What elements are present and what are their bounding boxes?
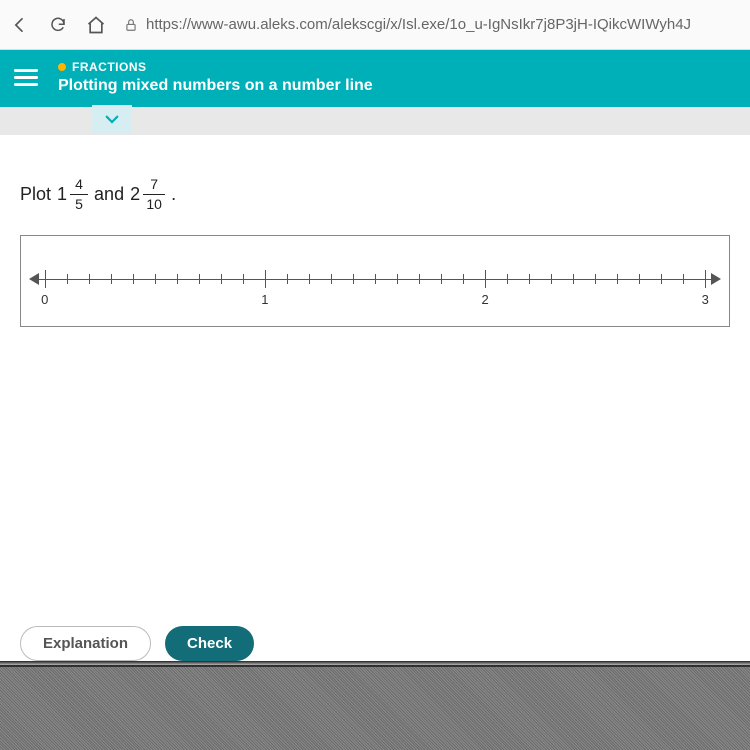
prompt-lead: Plot xyxy=(20,184,51,205)
numberline-tick[interactable] xyxy=(287,274,288,284)
numberline-tick[interactable] xyxy=(639,274,640,284)
numberline-tick[interactable] xyxy=(353,274,354,284)
numberline-tick[interactable] xyxy=(221,274,222,284)
problem-prompt: Plot 1 45 and 2 710 . xyxy=(20,177,730,213)
menu-icon[interactable] xyxy=(14,69,38,86)
numberline-tick[interactable] xyxy=(463,274,464,284)
numberline-tick[interactable] xyxy=(309,274,310,284)
browser-toolbar: https://www-awu.aleks.com/alekscgi/x/Isl… xyxy=(0,0,750,50)
collapse-tab[interactable] xyxy=(92,105,132,133)
numberline-label: 0 xyxy=(41,292,48,307)
numberline-label: 3 xyxy=(702,292,709,307)
numberline-tick[interactable] xyxy=(199,274,200,284)
numberline-tick[interactable] xyxy=(595,274,596,284)
footer-buttons: Explanation Check xyxy=(20,626,254,661)
lesson-category: FRACTIONS xyxy=(58,60,373,74)
numberline-tick[interactable] xyxy=(683,274,684,284)
content-area: Plot 1 45 and 2 710 . 0 1 2 3 Explanation C… xyxy=(0,135,750,675)
numberline-tick[interactable] xyxy=(397,274,398,284)
numberline-tick[interactable] xyxy=(243,274,244,284)
lock-icon xyxy=(124,18,138,32)
numberline-tick[interactable] xyxy=(133,274,134,284)
numberline-tick[interactable] xyxy=(441,274,442,284)
numberline-tick[interactable] xyxy=(375,274,376,284)
numberline-tick[interactable] xyxy=(89,274,90,284)
axis-arrow-left-icon xyxy=(29,273,39,285)
url-text[interactable]: https://www-awu.aleks.com/alekscgi/x/Isl… xyxy=(146,16,691,33)
numberline-tick[interactable] xyxy=(177,274,178,284)
home-icon[interactable] xyxy=(86,15,106,35)
back-icon[interactable] xyxy=(10,15,30,35)
laptop-bezel xyxy=(0,665,750,750)
tab-row xyxy=(0,107,750,135)
numberline-tick-major[interactable] xyxy=(265,270,266,288)
numberline-tick[interactable] xyxy=(507,274,508,284)
lesson-title: Plotting mixed numbers on a number line xyxy=(58,77,373,95)
numberline-tick-major[interactable] xyxy=(705,270,706,288)
check-button[interactable]: Check xyxy=(165,626,254,661)
reload-icon[interactable] xyxy=(48,15,68,35)
axis-arrow-right-icon xyxy=(711,273,721,285)
prompt-conjunction: and xyxy=(94,184,124,205)
numberline-tick[interactable] xyxy=(67,274,68,284)
numberline-tick-major[interactable] xyxy=(485,270,486,288)
mixed-number-2: 2 710 xyxy=(130,177,165,213)
numberline-label: 2 xyxy=(481,292,488,307)
numberline-tick[interactable] xyxy=(155,274,156,284)
numberline-label: 1 xyxy=(261,292,268,307)
prompt-tail: . xyxy=(171,184,176,205)
numberline-tick[interactable] xyxy=(331,274,332,284)
mixed-number-1: 1 45 xyxy=(57,177,88,213)
numberline-widget[interactable]: 0 1 2 3 xyxy=(20,235,730,327)
numberline-tick[interactable] xyxy=(419,274,420,284)
numberline-tick[interactable] xyxy=(617,274,618,284)
numberline-tick[interactable] xyxy=(529,274,530,284)
lesson-header: FRACTIONS Plotting mixed numbers on a nu… xyxy=(0,50,750,107)
numberline-tick[interactable] xyxy=(111,274,112,284)
numberline-tick[interactable] xyxy=(661,274,662,284)
numberline-tick[interactable] xyxy=(573,274,574,284)
numberline-tick[interactable] xyxy=(551,274,552,284)
numberline-tick-major[interactable] xyxy=(45,270,46,288)
explanation-button[interactable]: Explanation xyxy=(20,626,151,661)
